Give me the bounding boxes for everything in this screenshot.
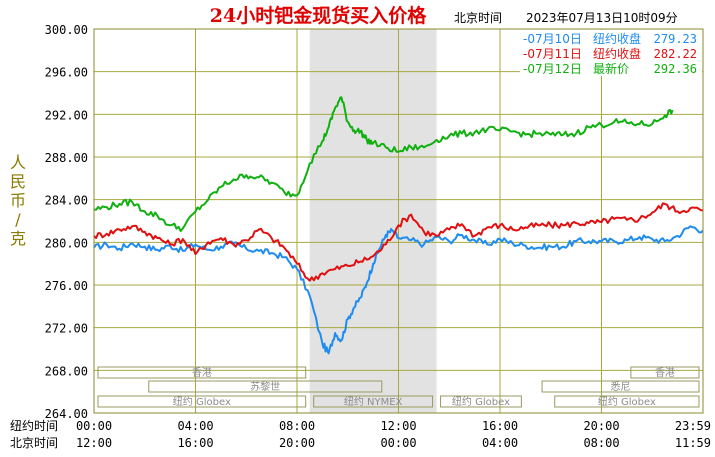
y-axis-label-char: 民 bbox=[10, 172, 26, 191]
legend-status: 最新价 bbox=[593, 61, 629, 76]
legend-value: 292.36 bbox=[654, 62, 697, 76]
legend-status: 纽约收盘 bbox=[593, 46, 641, 61]
legend: -07月10日 纽约收盘 279.23 -07月11日 纽约收盘 282.22 -07月12… bbox=[520, 30, 702, 76]
legend-date: -07月10日 bbox=[523, 32, 582, 46]
y-tick-label: 284.00 bbox=[45, 194, 88, 208]
session-label: 纽约 NYMEX bbox=[344, 395, 403, 408]
session-box bbox=[554, 395, 700, 408]
y-tick-label: 288.00 bbox=[45, 151, 88, 165]
trading-highlight-band bbox=[309, 29, 437, 413]
session-box bbox=[440, 395, 522, 408]
x-tick-label-ny: 04:00 bbox=[177, 419, 213, 433]
x-tick-label-bj: 04:00 bbox=[482, 436, 518, 450]
session-label: 悉尼 bbox=[611, 381, 631, 393]
legend-status: 纽约收盘 bbox=[593, 31, 641, 46]
legend-date: -07月11日 bbox=[523, 47, 582, 61]
x-tick-label-bj: 20:00 bbox=[279, 436, 315, 450]
y-axis-label-char: 克 bbox=[10, 229, 26, 248]
x-tick-label-bj: 08:00 bbox=[583, 436, 619, 450]
y-tick-label: 280.00 bbox=[45, 236, 88, 250]
y-tick-label: 296.00 bbox=[45, 66, 88, 80]
y-tick-labels: 300.00 296.00 292.00 288.00 284.00 280.00 276.… bbox=[45, 23, 88, 421]
y-axis-label-char: 人 bbox=[10, 153, 26, 172]
x-tick-label-ny: 20:00 bbox=[583, 419, 619, 433]
session-label: 纽约 Globex bbox=[452, 395, 510, 408]
y-tick-label: 276.00 bbox=[45, 279, 88, 293]
session-label: 苏黎世 bbox=[250, 380, 280, 393]
bj-time-label: 北京时间 bbox=[10, 436, 58, 450]
series-line-jul10 bbox=[93, 225, 704, 355]
session-box bbox=[313, 395, 434, 408]
session-label: 香港 bbox=[192, 367, 212, 379]
x-tick-label-ny: 08:00 bbox=[279, 419, 315, 433]
y-tick-label: 264.00 bbox=[45, 407, 88, 421]
series-line-jul11 bbox=[93, 202, 704, 282]
chart-title: 24小时钯金现货买入价格 bbox=[210, 4, 427, 27]
plot-frame bbox=[93, 28, 704, 414]
x-tick-label-bj: 12:00 bbox=[76, 436, 112, 450]
legend-date: -07月12日 bbox=[523, 62, 582, 76]
y-tick-label: 292.00 bbox=[45, 108, 88, 122]
timezone-label: 北京时间 bbox=[454, 11, 502, 25]
y-tick-label: 268.00 bbox=[45, 364, 88, 378]
legend-box bbox=[520, 30, 702, 76]
y-tick-label: 272.00 bbox=[45, 322, 88, 336]
timestamp: 2023年07月13日10时09分 bbox=[526, 11, 678, 25]
x-tick-label-ny: 12:00 bbox=[380, 419, 416, 433]
session-box bbox=[97, 366, 307, 379]
series-line-jul12 bbox=[93, 96, 674, 232]
x-tick-label-bj: 00:00 bbox=[380, 436, 416, 450]
y-axis-label: 人民币/克 bbox=[10, 153, 26, 248]
x-tick-label-ny: 00:00 bbox=[76, 419, 112, 433]
x-tick-label-bj: 11:59 bbox=[675, 436, 711, 450]
session-label: 纽约 Globex bbox=[598, 395, 656, 408]
x-tick-label-ny: 23:59 bbox=[675, 419, 711, 433]
y-tick-label: 300.00 bbox=[45, 23, 88, 37]
session-label: 纽约 Globex bbox=[173, 395, 231, 408]
session-box bbox=[630, 366, 700, 379]
legend-value: 279.23 bbox=[654, 32, 697, 46]
legend-value: 282.22 bbox=[654, 47, 697, 61]
y-axis-label-char: / bbox=[15, 210, 21, 229]
plot-lines bbox=[93, 96, 704, 355]
y-axis-label-char: 币 bbox=[10, 191, 26, 210]
x-tick-label-ny: 16:00 bbox=[482, 419, 518, 433]
session-box bbox=[148, 380, 383, 393]
ny-time-label: 纽约时间 bbox=[10, 418, 58, 433]
session-box bbox=[541, 380, 700, 393]
session-label: 香港 bbox=[655, 367, 675, 379]
session-box bbox=[97, 395, 307, 408]
x-tick-label-bj: 16:00 bbox=[177, 436, 213, 450]
